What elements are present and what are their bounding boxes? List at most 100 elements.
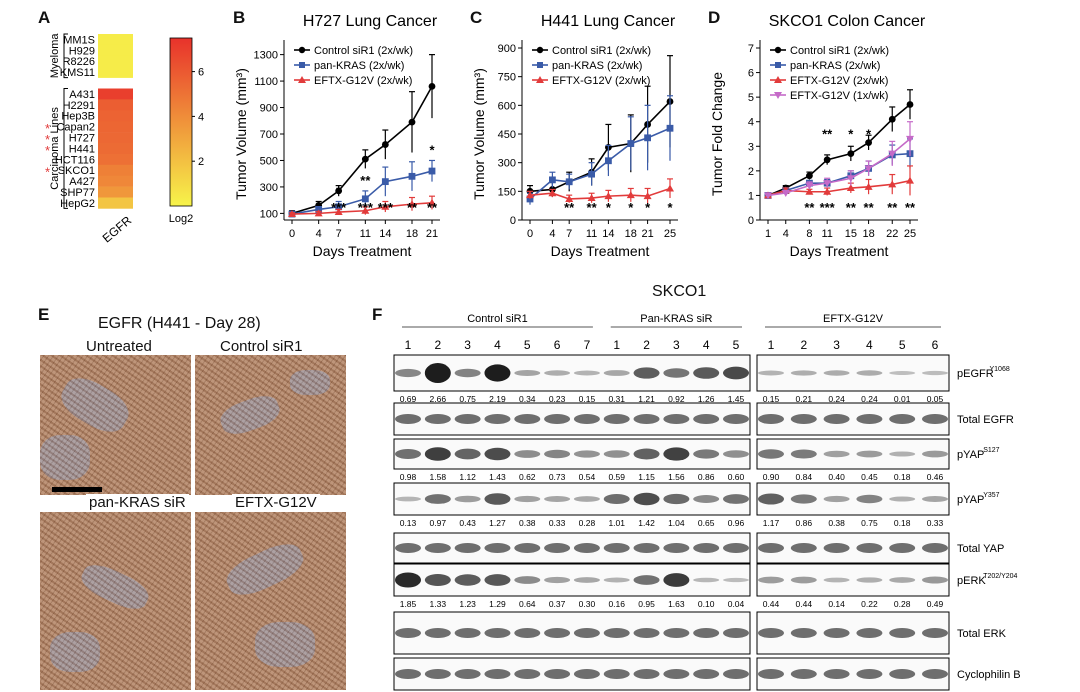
blot-band bbox=[663, 368, 690, 378]
quant-value: 0.31 bbox=[608, 394, 625, 404]
data-point bbox=[781, 189, 790, 197]
quant-value: 1.56 bbox=[668, 472, 685, 482]
ihc-image-untreated bbox=[40, 355, 191, 495]
data-point bbox=[428, 198, 436, 206]
row-label: H441 bbox=[69, 143, 95, 155]
data-point bbox=[888, 115, 896, 123]
legend-marker bbox=[774, 46, 782, 54]
quant-value: 1.85 bbox=[400, 599, 417, 609]
blot-band bbox=[603, 450, 630, 458]
blot-label-superscript: T202/Y204 bbox=[983, 573, 1017, 580]
significance-mark: *** bbox=[378, 200, 394, 215]
blot-band bbox=[454, 628, 481, 638]
blot-band bbox=[573, 450, 600, 458]
x-tick-label: 4 bbox=[549, 228, 555, 240]
blot-band bbox=[395, 628, 421, 638]
quant-value: 0.15 bbox=[579, 394, 596, 404]
blot-band bbox=[484, 364, 511, 382]
y-tick-label: 4 bbox=[748, 117, 754, 129]
significance-mark: ** bbox=[905, 200, 916, 215]
blot-label-superscript: Y357 bbox=[983, 492, 999, 499]
data-point bbox=[847, 150, 855, 158]
legend-label: Control siR1 (2x/wk) bbox=[552, 45, 651, 57]
series-line bbox=[767, 138, 911, 197]
lane-number: 3 bbox=[464, 338, 471, 352]
quant-value: 0.38 bbox=[828, 518, 845, 528]
chart-title: SKCO1 Colon Cancer bbox=[769, 13, 926, 30]
data-point bbox=[381, 202, 390, 210]
blot-band bbox=[424, 628, 451, 638]
blot-band bbox=[790, 628, 817, 638]
blot-band bbox=[856, 494, 883, 504]
y-tick-label: 100 bbox=[260, 208, 278, 220]
blot-label: Cyclophilin B bbox=[957, 669, 1021, 681]
data-point bbox=[361, 195, 369, 203]
blot-box bbox=[756, 563, 950, 597]
blot-band bbox=[663, 573, 690, 587]
x-tick-label: 14 bbox=[379, 228, 391, 240]
quant-value: 0.75 bbox=[459, 394, 476, 404]
blot-band bbox=[573, 577, 600, 583]
blot-band bbox=[856, 414, 883, 424]
row-star: * bbox=[45, 143, 50, 158]
heatmap-cell bbox=[98, 34, 133, 46]
blot-band bbox=[922, 414, 948, 424]
x-tick-label: 18 bbox=[406, 228, 418, 240]
quant-value: 2.66 bbox=[430, 394, 447, 404]
y-tick-label: 450 bbox=[498, 129, 516, 141]
blot-band bbox=[484, 574, 511, 586]
significance-mark: ** bbox=[864, 200, 875, 215]
blot-band bbox=[758, 576, 784, 584]
quant-value: 0.21 bbox=[796, 394, 813, 404]
blot-band bbox=[693, 669, 720, 679]
legend-marker bbox=[537, 62, 543, 68]
blot-band bbox=[424, 543, 451, 553]
colorbar-tick-label: 2 bbox=[198, 156, 204, 168]
blot-band bbox=[395, 368, 421, 378]
series-line bbox=[767, 179, 911, 197]
series-line bbox=[767, 152, 911, 197]
legend-marker bbox=[298, 76, 306, 83]
series-line bbox=[767, 103, 911, 197]
blot-label: Total ERK bbox=[957, 628, 1007, 640]
quant-value: 0.22 bbox=[861, 599, 878, 609]
blot-band bbox=[603, 669, 630, 679]
blot-band bbox=[514, 495, 541, 503]
blot-band bbox=[603, 370, 630, 376]
lane-number: 2 bbox=[800, 338, 807, 352]
x-axis-label: Days Treatment bbox=[790, 243, 889, 259]
panel-label-d: D bbox=[708, 8, 721, 27]
blot-band bbox=[514, 369, 541, 377]
quant-value: 1.01 bbox=[608, 518, 625, 528]
lane-number: 3 bbox=[673, 338, 680, 352]
y-tick-label: 600 bbox=[498, 100, 516, 112]
panel-label-c: C bbox=[470, 8, 483, 27]
data-point bbox=[381, 141, 389, 148]
colorbar-tick-label: 6 bbox=[198, 67, 204, 79]
lane-number: 2 bbox=[434, 338, 441, 352]
y-tick-label: 1 bbox=[748, 190, 754, 202]
row-label: H727 bbox=[69, 133, 95, 145]
blot-band bbox=[693, 577, 720, 583]
blot-band bbox=[633, 414, 660, 424]
data-point bbox=[806, 172, 813, 180]
quant-value: 1.63 bbox=[668, 599, 685, 609]
blot-band bbox=[544, 669, 571, 679]
data-point bbox=[626, 191, 635, 199]
quant-value: 1.23 bbox=[459, 599, 476, 609]
significance-mark: ** bbox=[587, 200, 598, 215]
legend-label: pan-KRAS (2x/wk) bbox=[552, 60, 642, 72]
quant-value: 0.49 bbox=[927, 599, 944, 609]
blot-label: pERK bbox=[957, 575, 986, 587]
quant-value: 0.62 bbox=[519, 472, 536, 482]
blot-band bbox=[484, 628, 511, 638]
significance-mark: ** bbox=[804, 200, 815, 215]
significance-mark: * bbox=[628, 200, 634, 215]
data-point bbox=[823, 187, 832, 195]
quant-value: 0.44 bbox=[796, 599, 813, 609]
blot-label: pEGFR bbox=[957, 368, 994, 380]
quant-value: 0.46 bbox=[927, 472, 944, 482]
blot-band bbox=[693, 628, 720, 638]
lane-number: 4 bbox=[866, 338, 873, 352]
